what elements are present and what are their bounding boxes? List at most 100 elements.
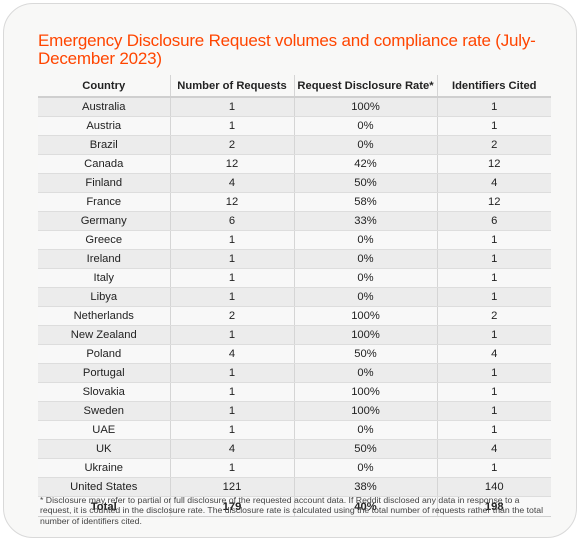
cell-country: Poland [38, 344, 171, 364]
cell-rate: 58% [294, 192, 438, 212]
table-row: Canada 12 42% 12 [38, 154, 551, 174]
cell-requests: 1 [170, 287, 295, 307]
cell-identifiers: 1 [437, 249, 551, 269]
table-total-row: Total 179 40% 198 [38, 496, 551, 517]
header-disclosure-rate: Request Disclosure Rate* [294, 75, 438, 98]
cell-identifiers: 2 [437, 306, 551, 326]
cell-requests: 1 [170, 97, 295, 117]
table-row: United States 121 38% 140 [38, 477, 551, 497]
cell-rate: 38% [294, 477, 438, 497]
cell-requests: 1 [170, 382, 295, 402]
report-card: Emergency Disclosure Request volumes and… [3, 3, 577, 538]
cell-country: Portugal [38, 363, 171, 383]
cell-country: Italy [38, 268, 171, 288]
total-requests: 179 [170, 496, 295, 517]
total-label: Total [38, 496, 171, 517]
cell-country: Slovakia [38, 382, 171, 402]
cell-identifiers: 1 [437, 287, 551, 307]
disclosure-table: Country Number of Requests Request Discl… [38, 75, 551, 517]
page-title: Emergency Disclosure Request volumes and… [38, 31, 536, 68]
cell-requests: 1 [170, 268, 295, 288]
table-row: Netherlands 2 100% 2 [38, 306, 551, 326]
cell-identifiers: 140 [437, 477, 551, 497]
cell-rate: 0% [294, 287, 438, 307]
cell-requests: 1 [170, 420, 295, 440]
table-row: Italy 1 0% 1 [38, 268, 551, 288]
cell-requests: 4 [170, 439, 295, 459]
table-row: New Zealand 1 100% 1 [38, 325, 551, 345]
cell-country: Canada [38, 154, 171, 174]
table-row: Germany 6 33% 6 [38, 211, 551, 231]
header-identifiers-cited: Identifiers Cited [437, 75, 551, 98]
cell-requests: 2 [170, 306, 295, 326]
cell-requests: 121 [170, 477, 295, 497]
cell-country: New Zealand [38, 325, 171, 345]
table-row: Brazil 2 0% 2 [38, 135, 551, 155]
table-row: Sweden 1 100% 1 [38, 401, 551, 421]
cell-rate: 0% [294, 230, 438, 250]
cell-country: UK [38, 439, 171, 459]
cell-identifiers: 1 [437, 363, 551, 383]
cell-country: Libya [38, 287, 171, 307]
cell-country: Ireland [38, 249, 171, 269]
cell-rate: 100% [294, 401, 438, 421]
cell-identifiers: 2 [437, 135, 551, 155]
cell-rate: 100% [294, 306, 438, 326]
cell-rate: 42% [294, 154, 438, 174]
table-row: Finland 4 50% 4 [38, 173, 551, 193]
total-rate: 40% [294, 496, 438, 517]
cell-identifiers: 12 [437, 154, 551, 174]
header-country: Country [38, 75, 171, 98]
cell-identifiers: 4 [437, 173, 551, 193]
cell-country: Netherlands [38, 306, 171, 326]
table-row: Ukraine 1 0% 1 [38, 458, 551, 478]
cell-rate: 100% [294, 97, 438, 117]
cell-country: UAE [38, 420, 171, 440]
cell-country: Germany [38, 211, 171, 231]
table-row: Libya 1 0% 1 [38, 287, 551, 307]
cell-country: United States [38, 477, 171, 497]
table-row: Portugal 1 0% 1 [38, 363, 551, 383]
footnote: * Disclosure may refer to partial or ful… [40, 495, 544, 526]
cell-requests: 4 [170, 173, 295, 193]
cell-rate: 50% [294, 344, 438, 364]
cell-identifiers: 12 [437, 192, 551, 212]
table-container: Country Number of Requests Request Discl… [38, 75, 551, 517]
cell-identifiers: 4 [437, 439, 551, 459]
cell-rate: 50% [294, 439, 438, 459]
table-row: Australia 1 100% 1 [38, 97, 551, 117]
cell-identifiers: 1 [437, 97, 551, 117]
header-number-of-requests: Number of Requests [170, 75, 295, 98]
cell-country: Brazil [38, 135, 171, 155]
cell-country: Finland [38, 173, 171, 193]
cell-requests: 1 [170, 401, 295, 421]
cell-identifiers: 1 [437, 268, 551, 288]
cell-requests: 12 [170, 154, 295, 174]
cell-country: Australia [38, 97, 171, 117]
cell-identifiers: 1 [437, 401, 551, 421]
cell-requests: 1 [170, 458, 295, 478]
table-row: Greece 1 0% 1 [38, 230, 551, 250]
cell-rate: 50% [294, 173, 438, 193]
table-row: UAE 1 0% 1 [38, 420, 551, 440]
cell-rate: 0% [294, 458, 438, 478]
cell-identifiers: 6 [437, 211, 551, 231]
cell-rate: 0% [294, 268, 438, 288]
table-row: France 12 58% 12 [38, 192, 551, 212]
cell-requests: 12 [170, 192, 295, 212]
cell-identifiers: 1 [437, 116, 551, 136]
cell-requests: 6 [170, 211, 295, 231]
cell-requests: 4 [170, 344, 295, 364]
cell-identifiers: 1 [437, 382, 551, 402]
cell-identifiers: 4 [437, 344, 551, 364]
cell-rate: 0% [294, 116, 438, 136]
cell-rate: 0% [294, 135, 438, 155]
table-header-row: Country Number of Requests Request Discl… [38, 75, 551, 98]
table-row: Slovakia 1 100% 1 [38, 382, 551, 402]
table-row: UK 4 50% 4 [38, 439, 551, 459]
cell-rate: 33% [294, 211, 438, 231]
cell-rate: 100% [294, 325, 438, 345]
cell-requests: 2 [170, 135, 295, 155]
cell-country: France [38, 192, 171, 212]
table-row: Ireland 1 0% 1 [38, 249, 551, 269]
